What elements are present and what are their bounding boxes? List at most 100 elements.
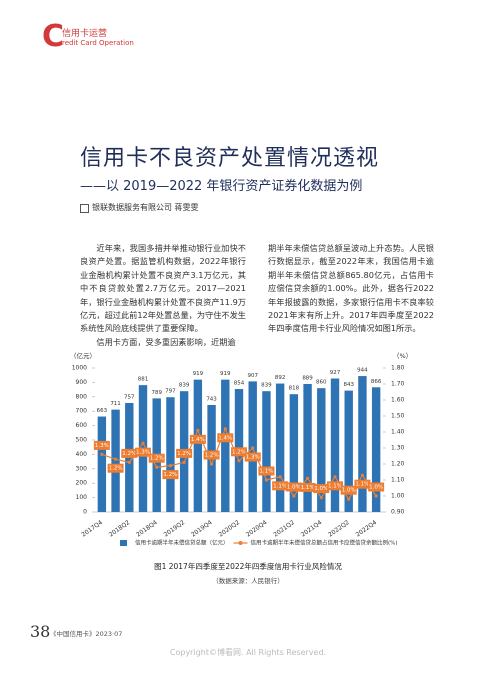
line-value-label: 1.2%	[150, 456, 164, 462]
bar	[371, 387, 381, 512]
y2-tick-label: 1.20	[391, 461, 405, 468]
line-value-label: 1.2%	[232, 449, 246, 455]
line-point	[278, 475, 282, 479]
article-title: 信用卡不良资产处置情况透视	[80, 146, 380, 171]
bar-value-label: 743	[206, 397, 217, 403]
y2-tick-label: 1.70	[391, 381, 405, 388]
left-column: 近年来，我国多措并举推动银行业加快不良资产处置。据监管机构数据，2022年银行业…	[80, 242, 246, 349]
line-point	[264, 478, 269, 482]
bar-value-label: 711	[110, 401, 121, 407]
line-point	[333, 475, 337, 479]
bar	[221, 379, 230, 512]
bar	[289, 394, 299, 512]
value-label-box	[189, 434, 206, 444]
value-label-box	[244, 452, 261, 462]
value-label-box	[354, 479, 371, 489]
y2-tick-label: 1.80	[391, 365, 405, 372]
line-point	[196, 428, 200, 432]
x-tick-label: 2017Q4	[80, 519, 104, 538]
author: 银联数据服务有限公司 蒋雯雯	[92, 203, 199, 212]
right-column: 期半年未偿信贷总额呈波动上升态势。人民银行数据显示，截至2022年末，我国信用卡…	[268, 242, 434, 336]
bar	[358, 376, 367, 512]
legend-label: 信用卡逾期半年未偿信贷总额（亿元）	[135, 539, 229, 547]
x-tick-label: 2022Q4	[355, 519, 379, 538]
line-value-label: 1.3%	[246, 455, 260, 461]
bar-value-label: 919	[193, 371, 204, 377]
bar-value-label: 839	[179, 383, 190, 389]
bar-value-label: 860	[316, 380, 327, 386]
y2-tick-label: 1.00	[391, 493, 405, 500]
line-value-label: 1.0%	[287, 485, 301, 491]
value-label-box	[299, 482, 316, 492]
bar-value-label: 757	[124, 394, 135, 400]
line-value-label: 1.2%	[205, 453, 219, 459]
value-label-box	[340, 485, 357, 495]
bar-value-label: 843	[343, 382, 354, 388]
line-value-label: 1.1%	[273, 483, 287, 489]
legend-swatch	[238, 541, 243, 545]
article-subtitle: ——以 2019—2022 年银行资产证券化数据为例	[80, 179, 363, 194]
bar	[344, 390, 353, 512]
bar-value-label: 818	[289, 386, 300, 392]
value-label-box	[107, 463, 124, 473]
line-value-label: 1.4%	[218, 435, 232, 441]
value-label-box	[272, 481, 289, 491]
line-value-label: 1.2%	[177, 451, 191, 457]
line-value-label: 1.2%	[122, 451, 136, 457]
y2-tick-label: 1.60	[391, 397, 405, 404]
bar	[275, 383, 285, 512]
line-point	[209, 462, 214, 466]
watermark: Copyright©博看网. All Rights Reserved.	[169, 648, 327, 657]
y-tick-label: 200	[76, 480, 88, 487]
line-point	[360, 473, 365, 477]
x-tick-label: 2021Q4	[300, 519, 324, 538]
bar-value-label: 919	[220, 371, 231, 377]
line-point	[113, 457, 118, 461]
section-english: redit Card Operation	[62, 39, 134, 47]
line-point	[319, 496, 323, 500]
bar-value-label: 839	[261, 383, 272, 389]
value-label-box	[162, 470, 179, 480]
logo-letter: C	[42, 19, 65, 54]
x-tick-label: 2019Q2	[163, 519, 187, 538]
bar-value-label: 854	[234, 381, 245, 387]
bar	[193, 379, 203, 512]
author-box	[80, 204, 89, 213]
bar-value-label: 907	[247, 373, 258, 379]
y-tick-label: 1000	[72, 365, 87, 372]
value-label-box	[258, 466, 275, 476]
chart-caption: 图1 2017年四季度至2022年四季度信用卡行业风险情况	[154, 561, 342, 571]
y-tick-label: 100	[76, 494, 88, 501]
line-point	[100, 452, 104, 456]
y-tick-label: 600	[76, 422, 88, 429]
y-tick-label: 800	[76, 393, 88, 400]
y2-tick-label: 1.50	[391, 413, 405, 420]
bar	[166, 397, 175, 512]
bar-value-label: 892	[275, 375, 286, 381]
x-tick-label: 2022Q2	[327, 519, 351, 538]
value-label-box	[217, 433, 234, 443]
y-tick-label: 700	[76, 408, 88, 415]
line-value-label: 1.1%	[355, 482, 369, 488]
chart-source: （数据来源：人民银行）	[212, 576, 284, 585]
bar-value-label: 944	[357, 368, 368, 374]
bar	[97, 416, 107, 512]
value-label-box	[203, 450, 220, 460]
bar-value-label: 881	[138, 377, 149, 383]
x-tick-label: 2021Q2	[272, 519, 296, 538]
value-label-box	[93, 440, 110, 450]
line-point	[347, 497, 351, 501]
x-tick-label: 2018Q2	[108, 519, 132, 538]
line-value-label: 1.4%	[191, 437, 205, 443]
page-number: 38	[30, 622, 51, 641]
y2-tick-label: 0.90	[391, 509, 405, 516]
line-point	[223, 427, 227, 431]
y-axis-title: （亿元）	[70, 351, 96, 360]
bar-value-label: 889	[302, 375, 313, 381]
line-value-label: 1.0%	[369, 485, 383, 491]
bar-value-label: 797	[165, 389, 176, 395]
line-point	[168, 464, 173, 468]
line-point	[237, 459, 241, 463]
legend-label: 信用卡逾期半年未偿信贷总额占信用卡应偿信贷余额比例(%)	[251, 539, 398, 547]
line-value-label: 1.2%	[163, 472, 177, 478]
